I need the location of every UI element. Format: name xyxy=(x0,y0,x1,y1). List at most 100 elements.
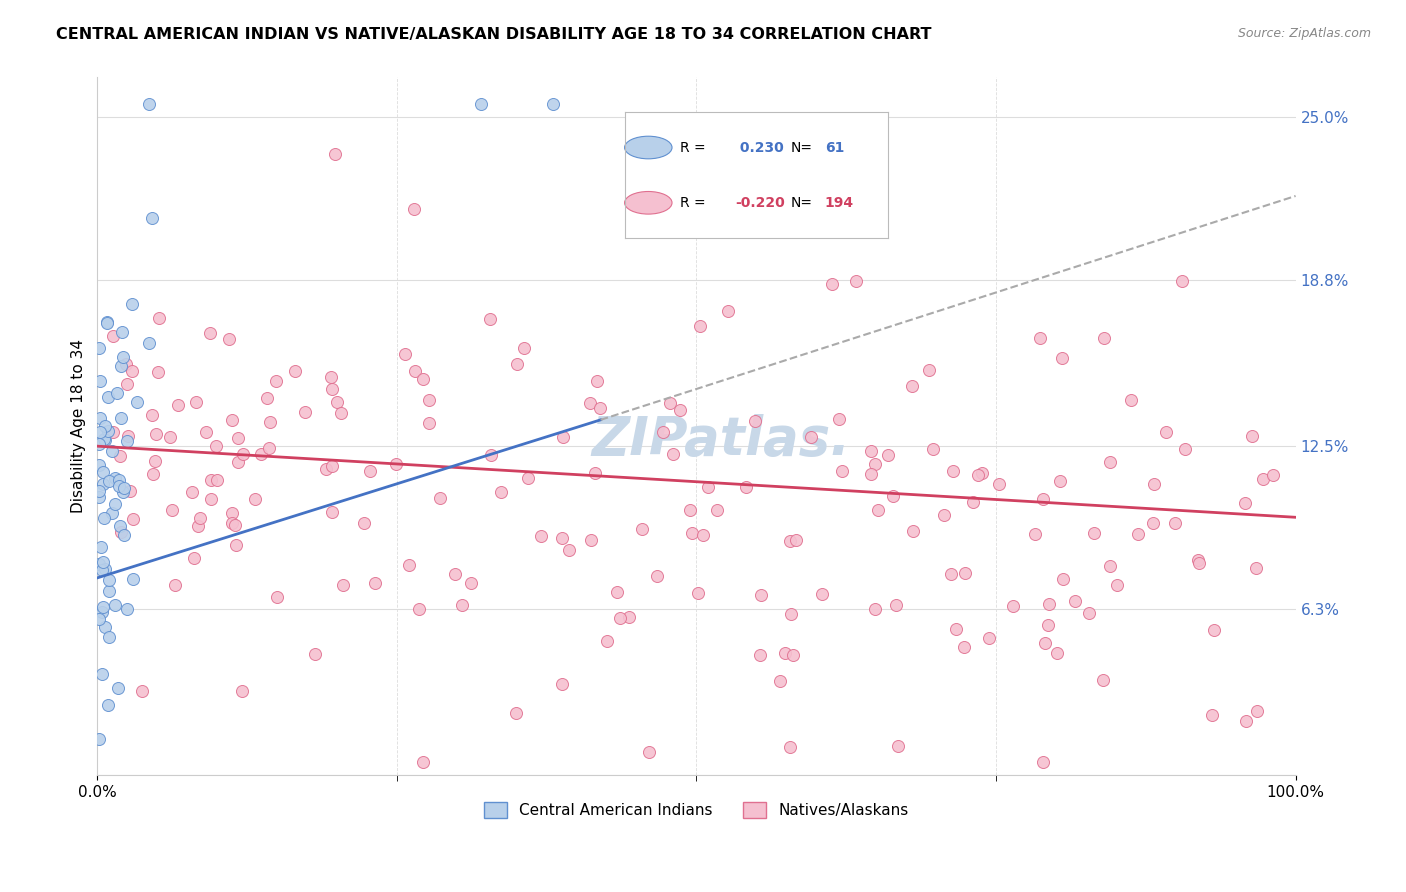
Point xyxy=(1091,673,1114,688)
Point xyxy=(91,555,114,569)
Point xyxy=(183,550,205,565)
Point xyxy=(800,430,823,444)
Text: CENTRAL AMERICAN INDIAN VS NATIVE/ALASKAN DISABILITY AGE 18 TO 34 CORRELATION CH: CENTRAL AMERICAN INDIAN VS NATIVE/ALASKA… xyxy=(56,27,932,42)
Point xyxy=(505,357,527,371)
Point xyxy=(689,319,711,334)
Point xyxy=(93,477,115,491)
Point xyxy=(921,442,943,457)
Point xyxy=(148,365,170,379)
Point xyxy=(779,739,801,754)
Point xyxy=(200,473,222,487)
Point xyxy=(87,458,110,472)
Point xyxy=(87,612,110,626)
Point xyxy=(112,350,135,364)
Point xyxy=(970,467,993,481)
Point xyxy=(110,359,132,374)
Point xyxy=(977,631,1000,645)
Point xyxy=(224,517,246,532)
Point xyxy=(264,374,287,388)
Point xyxy=(1052,351,1074,366)
Point xyxy=(108,473,131,487)
Point xyxy=(1098,559,1121,574)
Point xyxy=(530,529,553,543)
Point xyxy=(945,622,967,636)
Point xyxy=(1029,331,1052,345)
Point xyxy=(583,467,606,481)
Text: Source: ZipAtlas.com: Source: ZipAtlas.com xyxy=(1237,27,1371,40)
Point xyxy=(103,471,125,485)
Point xyxy=(131,684,153,698)
Point xyxy=(706,502,728,516)
Point xyxy=(451,598,474,612)
Point xyxy=(828,412,851,426)
Point xyxy=(735,480,758,494)
Point xyxy=(91,605,114,619)
Point xyxy=(638,745,661,759)
Point xyxy=(579,395,602,409)
Point xyxy=(1049,475,1071,489)
Point xyxy=(505,706,527,721)
Point xyxy=(221,506,243,520)
Point xyxy=(96,425,118,439)
Point xyxy=(110,449,132,463)
Point xyxy=(321,458,343,473)
Point xyxy=(1173,442,1195,456)
Point xyxy=(863,601,886,615)
Point xyxy=(284,364,307,378)
Point xyxy=(353,516,375,531)
Point xyxy=(669,403,692,417)
Point xyxy=(198,326,221,340)
Point xyxy=(89,374,111,388)
Point xyxy=(418,416,440,430)
Point xyxy=(1154,425,1177,439)
Point xyxy=(256,391,278,405)
Point xyxy=(686,586,709,600)
Point xyxy=(550,676,572,690)
Point xyxy=(249,447,271,461)
Point xyxy=(811,587,834,601)
Point xyxy=(1246,704,1268,718)
Point xyxy=(1187,553,1209,567)
Point xyxy=(942,464,965,478)
Point xyxy=(122,572,145,586)
Point xyxy=(108,518,131,533)
Point xyxy=(941,566,963,581)
Point xyxy=(398,558,420,573)
Point xyxy=(617,610,640,624)
Point xyxy=(785,533,807,548)
Point xyxy=(259,415,281,429)
Point xyxy=(87,732,110,747)
Point xyxy=(1201,708,1223,723)
Point xyxy=(323,147,346,161)
Point xyxy=(779,607,801,621)
Point xyxy=(1142,516,1164,530)
Point xyxy=(551,430,574,444)
Point xyxy=(967,468,990,483)
Point xyxy=(221,413,243,427)
Point xyxy=(1032,756,1054,770)
Point xyxy=(773,646,796,660)
Point xyxy=(205,474,228,488)
Point xyxy=(315,461,337,475)
Point xyxy=(932,508,955,522)
Point xyxy=(304,647,326,661)
Point xyxy=(138,335,160,350)
Point xyxy=(112,485,135,500)
Point xyxy=(884,598,907,612)
Point xyxy=(408,601,430,615)
Point xyxy=(266,590,288,604)
Point xyxy=(882,489,904,503)
Point xyxy=(953,640,976,654)
Point xyxy=(115,377,138,392)
Point xyxy=(115,357,138,371)
Point xyxy=(886,739,908,754)
Point xyxy=(1046,646,1069,660)
Point xyxy=(91,667,114,681)
Point xyxy=(662,446,685,460)
Point xyxy=(180,485,202,500)
Point xyxy=(609,611,631,625)
Point xyxy=(749,588,772,602)
Point xyxy=(89,411,111,425)
Point xyxy=(232,447,254,461)
Point xyxy=(108,479,131,493)
